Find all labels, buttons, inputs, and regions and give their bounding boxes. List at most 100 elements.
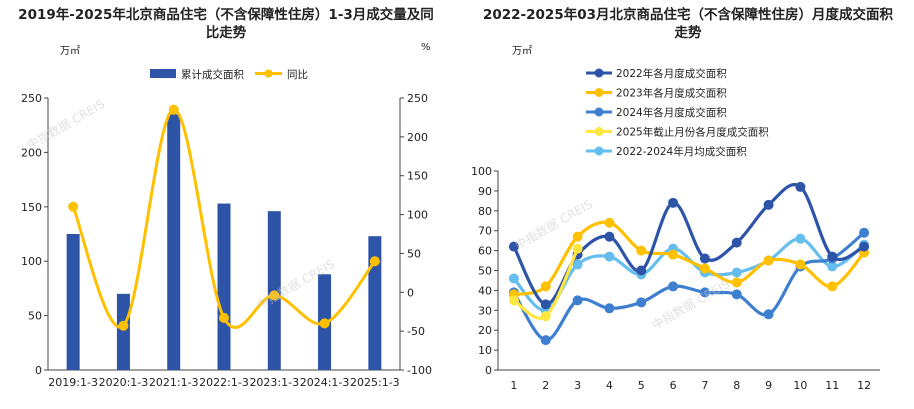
chart2-legend-label: 2023年各月度成交面积 — [616, 87, 727, 100]
chart2-title: 2022-2025年03月北京商品住宅（不含保障性住房）月度成交面积 走势 — [462, 6, 914, 42]
chart1-left-tick-label: 150 — [21, 201, 42, 214]
chart1-x-tick-label: 2022:1-3 — [199, 376, 249, 389]
chart2-y-tick-label: 30 — [478, 304, 492, 317]
chart2-y-tick-label: 80 — [478, 205, 492, 218]
chart2-series-point — [636, 297, 647, 308]
chart1-yoy-point — [269, 290, 280, 301]
chart1-left-unit: 万㎡ — [60, 46, 80, 57]
chart1-bar — [66, 234, 80, 370]
chart2-series-point — [540, 281, 551, 292]
chart2-series-point — [668, 249, 679, 260]
chart1-x-tick-label: 2020:1-3 — [99, 376, 149, 389]
chart2-series-point — [827, 251, 838, 262]
chart2-series-point — [572, 295, 583, 306]
chart1-right-tick-label: 250 — [407, 92, 428, 105]
chart2-series-point — [572, 231, 583, 242]
chart2-series-point — [859, 227, 870, 238]
chart2-series-point — [668, 197, 679, 208]
chart2-series-point — [859, 241, 870, 252]
chart1-left-tick-label: 0 — [35, 364, 42, 377]
chart2-series-point — [508, 273, 519, 284]
chart2-legend-label: 2022-2024年月均成交面积 — [616, 145, 747, 158]
chart2-x-tick-label: 5 — [638, 379, 645, 392]
chart2-x-tick-label: 4 — [606, 379, 613, 392]
chart1-right-tick-label: -50 — [407, 325, 425, 338]
chart2-series-point — [636, 265, 647, 276]
chart2-series-point — [731, 267, 742, 278]
chart2-x-tick-label: 3 — [574, 379, 581, 392]
chart2-series-point — [763, 199, 774, 210]
chart1-right-tick-label: 0 — [407, 286, 414, 299]
chart2-series-point — [668, 281, 679, 292]
chart2-series-point — [540, 299, 551, 310]
chart2-legend-marker — [594, 107, 604, 117]
chart1-left-tick-label: 200 — [21, 146, 42, 159]
chart2-series-point — [699, 263, 710, 274]
chart1-right-tick-label: 150 — [407, 170, 428, 183]
chart1-yoy-point — [118, 320, 129, 331]
chart2-series-point — [540, 311, 551, 322]
chart2-series-point — [795, 181, 806, 192]
chart1-title-line2: 比走势 — [205, 25, 247, 41]
chart2-y-tick-label: 40 — [478, 284, 492, 297]
chart2-legend-marker — [594, 68, 604, 78]
chart2-x-tick-label: 8 — [733, 379, 740, 392]
chart1-bar — [217, 203, 231, 370]
chart1-left-tick-label: 50 — [28, 310, 42, 323]
chart2-series-point — [731, 289, 742, 300]
chart2-series-point — [636, 245, 647, 256]
chart2-series-point — [604, 231, 615, 242]
chart1-left-tick-label: 250 — [21, 92, 42, 105]
chart2-series-point — [763, 255, 774, 266]
chart2-x-tick-label: 11 — [825, 379, 839, 392]
chart2-x-tick-label: 10 — [793, 379, 807, 392]
chart1-left-tick-label: 100 — [21, 255, 42, 268]
chart2-y-tick-label: 0 — [485, 364, 492, 377]
chart2-y-tick-label: 60 — [478, 245, 492, 258]
chart1-right-tick-label: -100 — [407, 364, 432, 377]
chart1-bar — [116, 293, 130, 370]
chart2-left-unit: 万㎡ — [512, 46, 532, 57]
chart2-legend-marker — [594, 88, 604, 97]
chart1-right-unit: % — [421, 42, 431, 53]
chart2-series-point — [540, 335, 551, 346]
chart1-legend-line-label: 同比 — [287, 68, 308, 81]
chart2-series-point — [827, 261, 838, 272]
chart1-bar — [368, 236, 382, 370]
chart2-series-point — [763, 309, 774, 320]
chart1-yoy-point — [369, 256, 380, 267]
chart2-x-tick-label: 1 — [510, 379, 517, 392]
chart1-legend-line-marker — [264, 69, 273, 78]
chart2-y-tick-label: 50 — [478, 265, 492, 278]
chart1-yoy-point — [319, 318, 330, 329]
chart2-y-tick-label: 90 — [478, 185, 492, 198]
chart2-legend-label: 2024年各月度成交面积 — [616, 106, 727, 119]
chart2-series-point — [731, 277, 742, 288]
chart1-right-tick-label: 50 — [407, 247, 421, 260]
chart2-series-point — [572, 243, 583, 254]
chart2-x-tick-label: 9 — [765, 379, 772, 392]
chart1-right-tick-label: 200 — [407, 131, 428, 144]
chart1-title-line1: 2019年-2025年北京商品住宅（不含保障性住房）1-3月成交量及同 — [18, 7, 434, 23]
chart1-x-tick-label: 2021:1-3 — [149, 376, 199, 389]
chart2-series-point — [795, 233, 806, 244]
chart2-series-point — [604, 217, 615, 228]
chart1-legend-bar-swatch — [150, 69, 176, 78]
chart2-watermark: 中指数据 CREIS — [649, 276, 732, 333]
chart2-y-tick-label: 70 — [478, 225, 492, 238]
chart2-y-tick-label: 100 — [471, 165, 492, 178]
chart2-legend-label: 2025年截止月份各月度成交面积 — [616, 126, 769, 139]
chart2-legend-marker — [594, 127, 604, 136]
chart1-x-tick-label: 2024:1-3 — [300, 376, 350, 389]
chart1-x-tick-label: 2019:1-3 — [48, 376, 98, 389]
chart2-series-point — [795, 259, 806, 270]
chart2-legend-label: 2022年各月度成交面积 — [616, 67, 727, 80]
chart1-x-tick-label: 2025:1-3 — [350, 376, 400, 389]
chart2-series-point — [604, 251, 615, 262]
chart1-right-tick-label: 100 — [407, 209, 428, 222]
chart2-series-point — [572, 259, 583, 270]
chart1-title: 2019年-2025年北京商品住宅（不含保障性住房）1-3月成交量及同 比走势 — [0, 6, 452, 42]
chart2-watermark: 中指数据 CREIS — [512, 196, 595, 253]
chart1-x-tick-label: 2023:1-3 — [249, 376, 299, 389]
chart2-series-point — [508, 295, 519, 306]
